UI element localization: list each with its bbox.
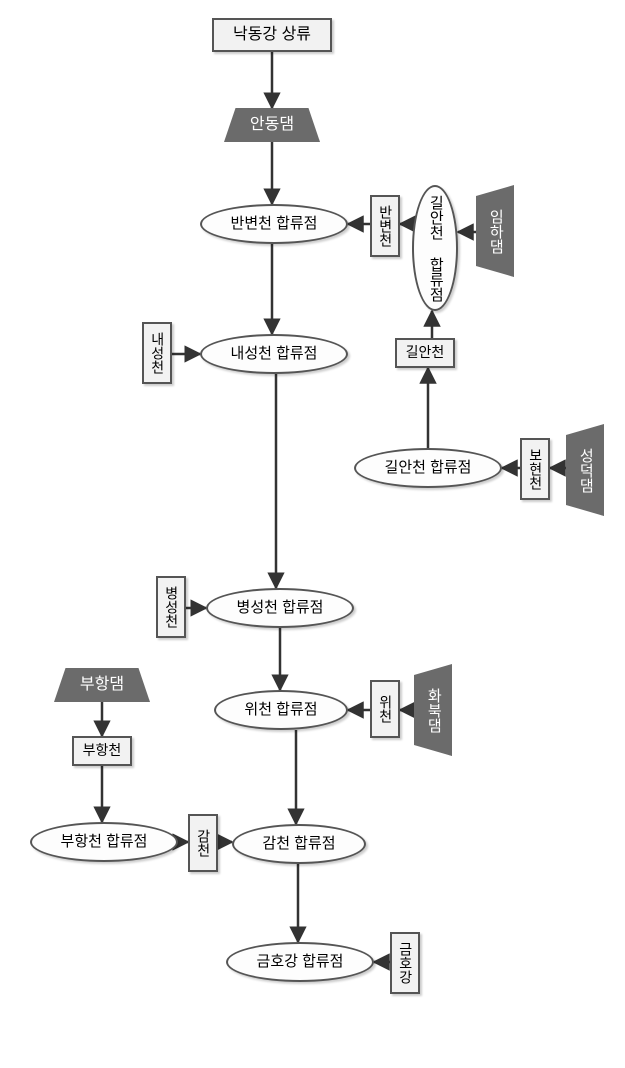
node-geumho-junction: 금호강 합류점 — [226, 942, 374, 982]
node-label: 길안천 합류점 — [427, 195, 444, 302]
node-gilan-junction-upper: 길안천 합류점 — [412, 185, 458, 311]
node-naeseong-junction: 내성천 합류점 — [200, 334, 348, 374]
node-seongdeok-dam: 성덕댐 — [566, 424, 604, 516]
node-label: 안동댐 — [250, 116, 294, 134]
node-label: 내성천 — [149, 332, 164, 374]
node-banbyeon-label: 반변천 — [370, 195, 400, 257]
node-label: 임하댐 — [487, 209, 504, 254]
node-bohyeon-label: 보현천 — [520, 438, 550, 500]
flowchart-canvas: 낙동강 상류 안동댐 반변천 합류점 반변천 길안천 합류점 임하댐 내성천 내… — [0, 0, 625, 1068]
node-label: 금호강 합류점 — [257, 954, 344, 971]
node-label: 길안천 — [406, 345, 445, 360]
edge-layer — [0, 0, 625, 1068]
node-label: 반변천 합류점 — [231, 216, 318, 233]
node-buhang-dam: 부항댐 — [54, 668, 150, 702]
node-label: 부항천 — [83, 743, 122, 758]
node-label: 병성천 — [163, 586, 178, 628]
node-label: 위천 — [377, 695, 392, 723]
node-byeongseong-label: 병성천 — [156, 576, 186, 638]
node-label: 병성천 합류점 — [237, 600, 324, 617]
node-byeongseong-junction: 병성천 합류점 — [206, 588, 354, 628]
node-hwabuk-dam: 화북댐 — [414, 664, 452, 756]
node-label: 부항댐 — [80, 676, 124, 694]
node-gilan-label: 길안천 — [395, 338, 455, 368]
node-wicheon-junction: 위천 합류점 — [214, 690, 348, 730]
node-label: 금호강 — [397, 942, 412, 984]
node-gamcheon-junction: 감천 합류점 — [232, 824, 366, 864]
node-label: 반변천 — [377, 205, 392, 247]
node-label: 길안천 합류점 — [385, 460, 472, 477]
node-label: 화북댐 — [425, 688, 442, 733]
node-gamcheon-label: 감천 — [188, 814, 218, 872]
node-label: 내성천 합류점 — [231, 346, 318, 363]
node-banbyeon-junction: 반변천 합류점 — [200, 204, 348, 244]
node-label: 보현천 — [527, 448, 542, 490]
node-wicheon-label: 위천 — [370, 680, 400, 738]
node-label: 낙동강 상류 — [233, 26, 311, 44]
node-geumho-label: 금호강 — [390, 932, 420, 994]
node-source: 낙동강 상류 — [212, 18, 332, 52]
node-label: 위천 합류점 — [244, 702, 317, 719]
node-label: 성덕댐 — [577, 448, 594, 493]
node-buhang-junction: 부항천 합류점 — [30, 822, 178, 862]
node-andong-dam: 안동댐 — [224, 108, 320, 142]
node-gilan-junction: 길안천 합류점 — [354, 448, 502, 488]
node-naeseong-label: 내성천 — [142, 322, 172, 384]
node-imha-dam: 임하댐 — [476, 185, 514, 277]
node-buhang-label: 부항천 — [72, 736, 132, 766]
node-label: 부항천 합류점 — [61, 834, 148, 851]
node-label: 감천 합류점 — [262, 836, 335, 853]
node-label: 감천 — [195, 829, 210, 857]
